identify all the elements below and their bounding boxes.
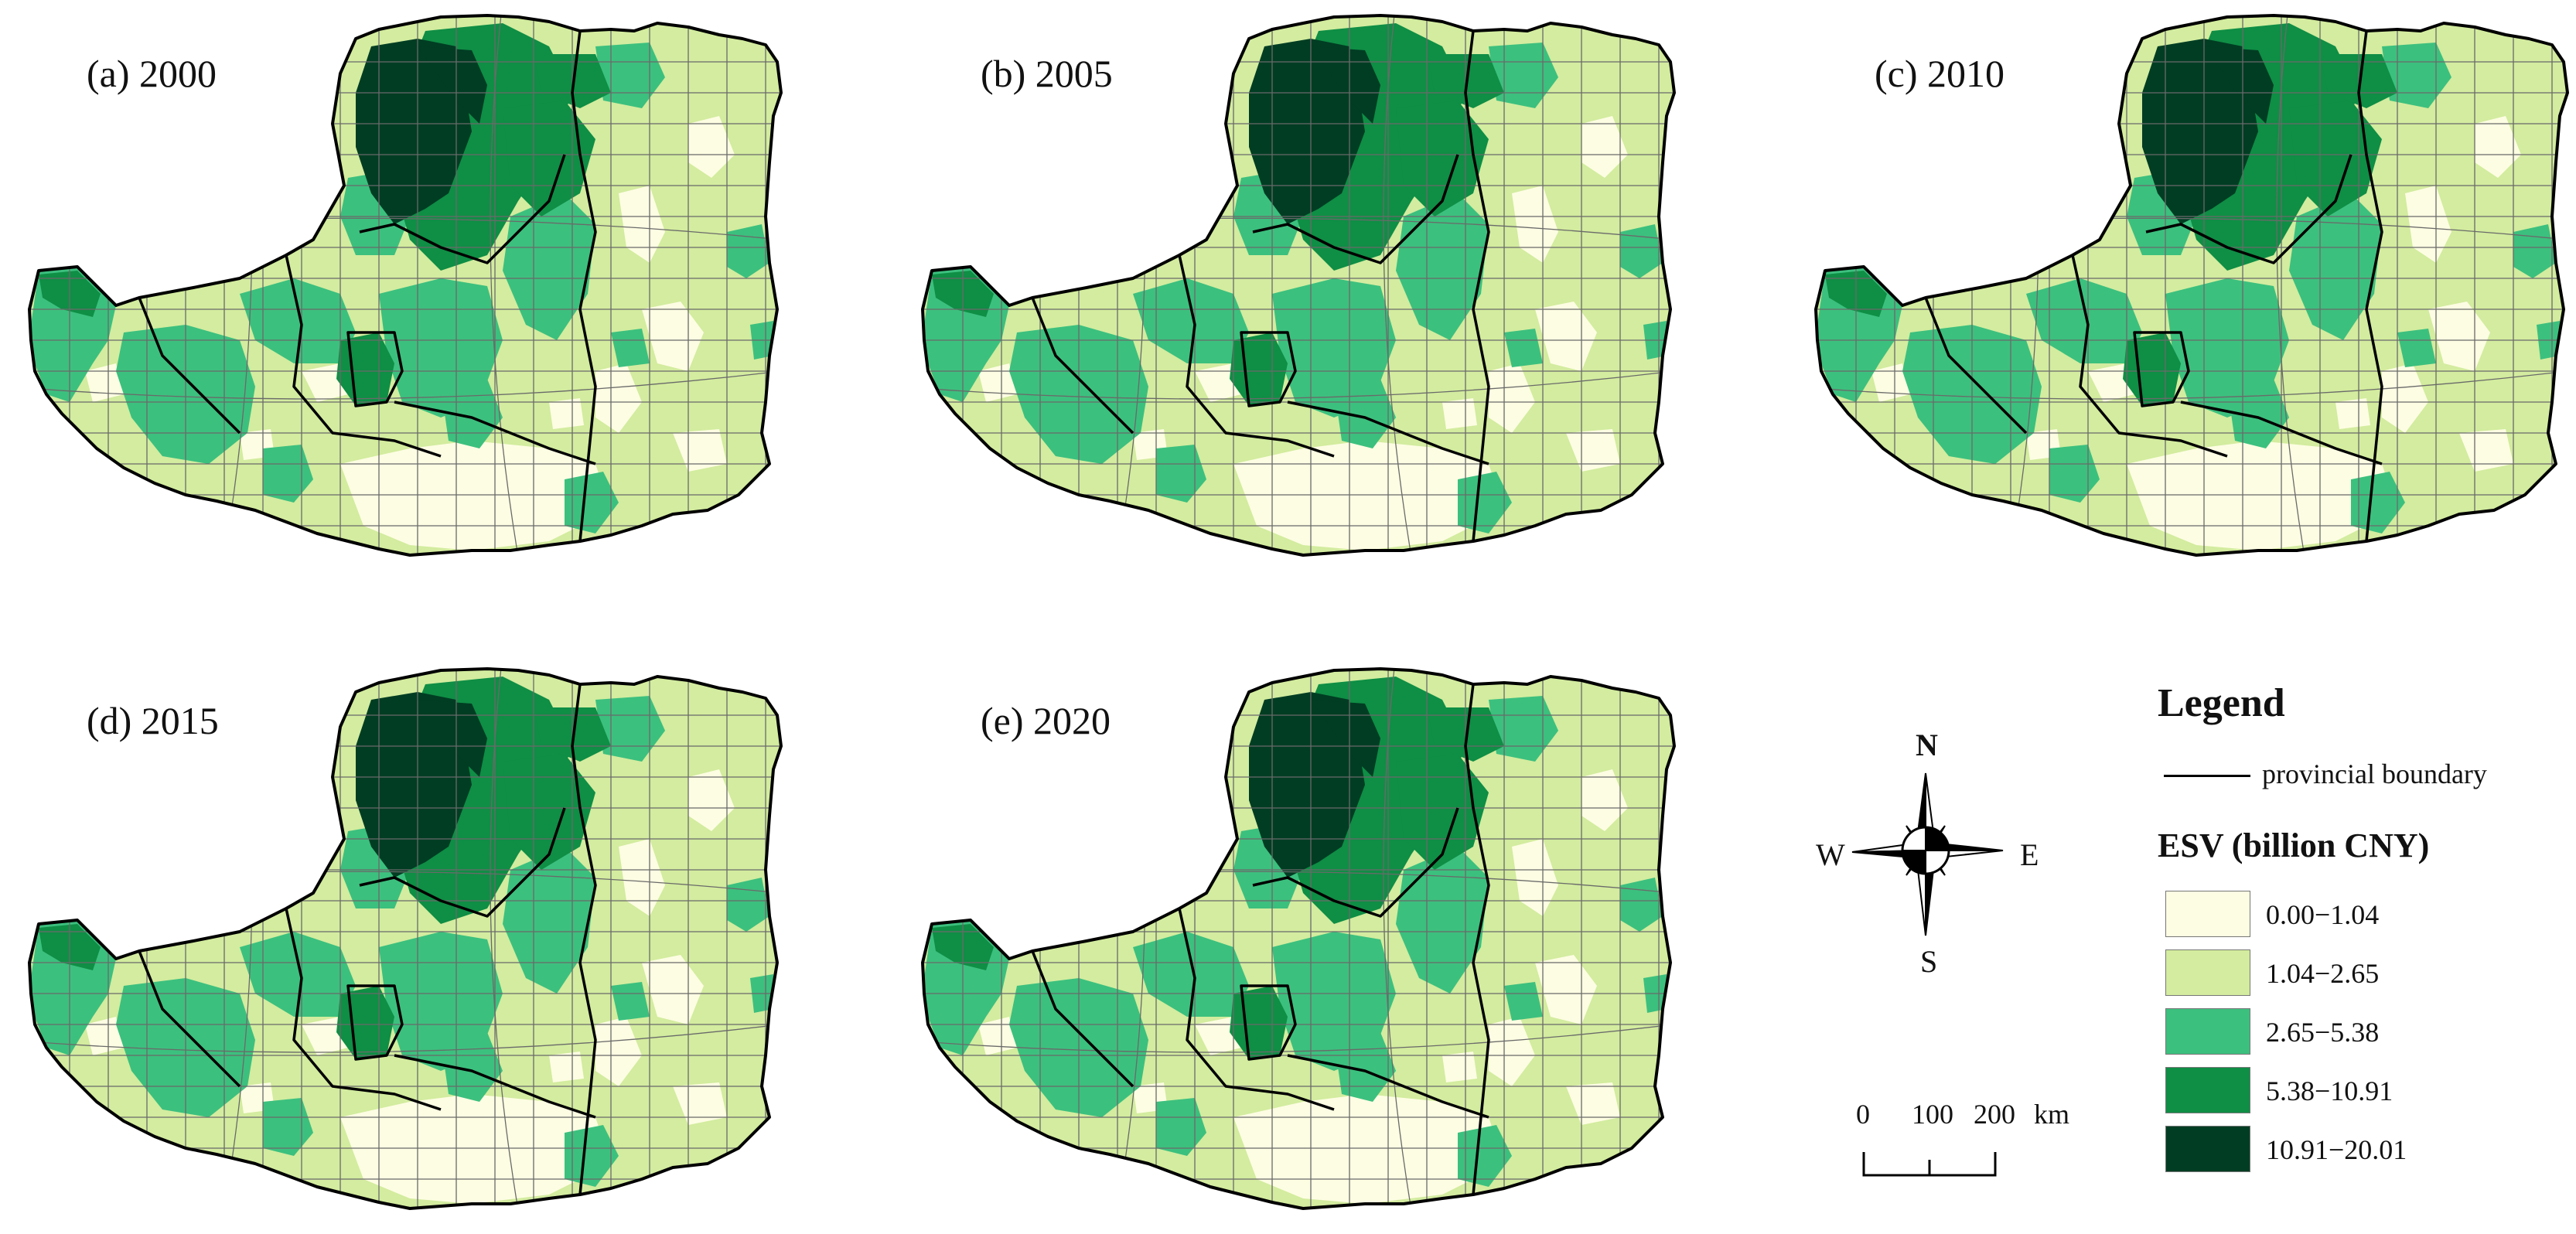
legend-boundary-item: provincial boundary [2158,758,2560,796]
boundary-label: provincial boundary [2262,758,2487,789]
legend-class-label: 2.65−5.38 [2266,1017,2380,1048]
legend-class-label: 10.91−20.01 [2266,1134,2407,1165]
compass-east-label: E [2020,837,2039,872]
compass-south-label: S [1920,944,1938,979]
panel-label-b: (b) 2005 [981,52,1113,95]
legend-swatch [2165,1008,2250,1055]
compass-west-label: W [1816,837,1845,872]
legend-swatch [2165,1126,2250,1172]
scale-tick-200: 200 [1974,1099,2015,1130]
legend-class-item: 2.65−5.38 [2158,1008,2560,1056]
legend-swatch [2165,891,2250,937]
compass-north-label: N [1916,728,1938,762]
legend-swatch [2165,949,2250,996]
scale-tick-100: 100 [1912,1099,1953,1130]
compass-rose-icon [1851,772,2004,936]
panel-label-c: (c) 2010 [1875,52,2005,95]
north-arrow: N W E S [1810,727,2042,982]
legend-class-item: 0.00−1.04 [2158,891,2560,939]
legend-class-item: 1.04−2.65 [2158,949,2560,997]
panel-label-d: (d) 2015 [87,699,219,742]
legend-class-label: 5.38−10.91 [2266,1075,2393,1106]
legend-swatch [2165,1067,2250,1113]
legend-class-label: 0.00−1.04 [2266,899,2380,930]
panel-label-e: (e) 2020 [981,699,1111,742]
scale-bar: 0 100 200 km [1841,1098,2088,1191]
scale-tick-0: 0 [1856,1099,1870,1130]
panel-label-a: (a) 2000 [87,52,217,95]
legend-class-item: 10.91−20.01 [2158,1126,2560,1174]
esv-title: ESV (billion CNY) [2158,827,2430,864]
legend-class-item: 5.38−10.91 [2158,1067,2560,1115]
boundary-line-symbol [2164,775,2250,777]
legend-class-label: 1.04−2.65 [2266,958,2380,989]
legend-title: Legend [2158,681,2285,725]
scale-unit: km [2034,1099,2070,1130]
scale-bar-graphic [1862,1152,1997,1177]
legend: Legend provincial boundary ESV (billion … [2158,680,2560,1206]
